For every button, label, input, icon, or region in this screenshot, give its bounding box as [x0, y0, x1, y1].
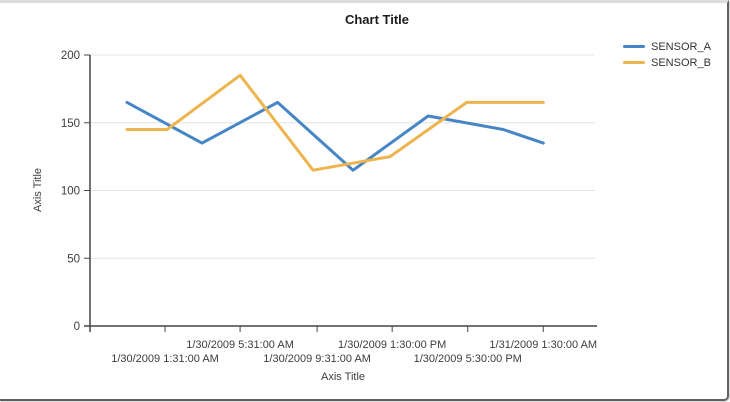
x-tick-label: 1/30/2009 9:31:00 AM: [263, 353, 371, 365]
legend-label-sensor-b: SENSOR_B: [651, 56, 711, 69]
x-tick-label: 1/30/2009 1:30:00 PM: [338, 339, 446, 351]
x-tick-label: 1/30/2009 1:31:00 AM: [111, 353, 219, 365]
legend-item-sensor-b: SENSOR_B: [623, 56, 711, 69]
series-line-sensor_a: [125, 100, 545, 172]
legend-item-sensor-a: SENSOR_A: [623, 40, 711, 53]
legend-swatch-sensor-b: [623, 61, 645, 64]
legend-swatch-sensor-a: [623, 45, 645, 48]
x-tick-label: 1/30/2009 5:30:00 PM: [414, 353, 522, 365]
x-axis-title: Axis Title: [320, 371, 366, 383]
y-tick-label: 200: [61, 50, 80, 62]
y-tick-label: 0: [74, 321, 80, 333]
y-tick-label: 100: [61, 186, 80, 198]
x-tick-label: 1/31/2009 1:30:00 AM: [489, 339, 597, 351]
y-tick-label: 50: [67, 253, 80, 265]
y-tick-label: 150: [61, 118, 80, 130]
chart-title: Chart Title: [344, 12, 410, 27]
legend-label-sensor-a: SENSOR_A: [651, 40, 711, 53]
legend: SENSOR_A SENSOR_B: [623, 40, 711, 69]
x-tick-label: 1/30/2009 5:31:00 AM: [186, 339, 294, 351]
series-line-sensor_b: [125, 73, 545, 172]
